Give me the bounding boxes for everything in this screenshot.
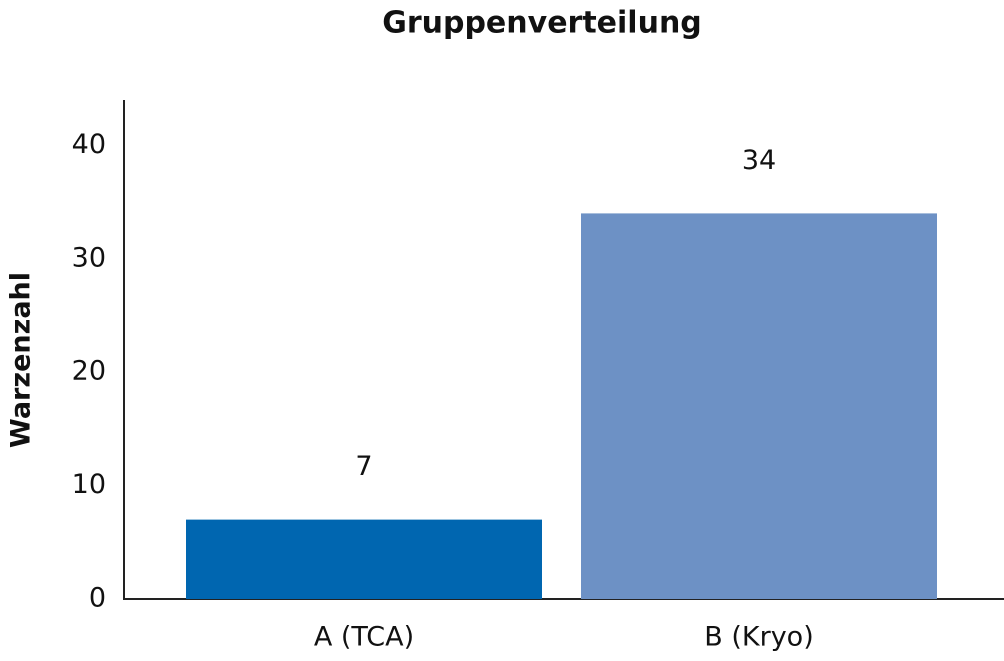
y-tick-label: 30 [72, 242, 106, 273]
x-tick-label: B (Kryo) [704, 622, 813, 653]
bar [186, 519, 542, 599]
y-tick-label: 20 [72, 356, 106, 387]
y-tick-label: 40 [72, 129, 106, 160]
y-tick-label: 10 [72, 469, 106, 500]
y-axis-title: Warzenzahl [6, 272, 37, 448]
x-tick-label: A (TCA) [314, 622, 414, 653]
chart-title: Gruppenverteilung [382, 6, 702, 41]
y-tick-label: 0 [89, 583, 106, 614]
value-label: 34 [742, 145, 776, 176]
bar [581, 213, 937, 599]
value-label: 7 [355, 451, 372, 482]
